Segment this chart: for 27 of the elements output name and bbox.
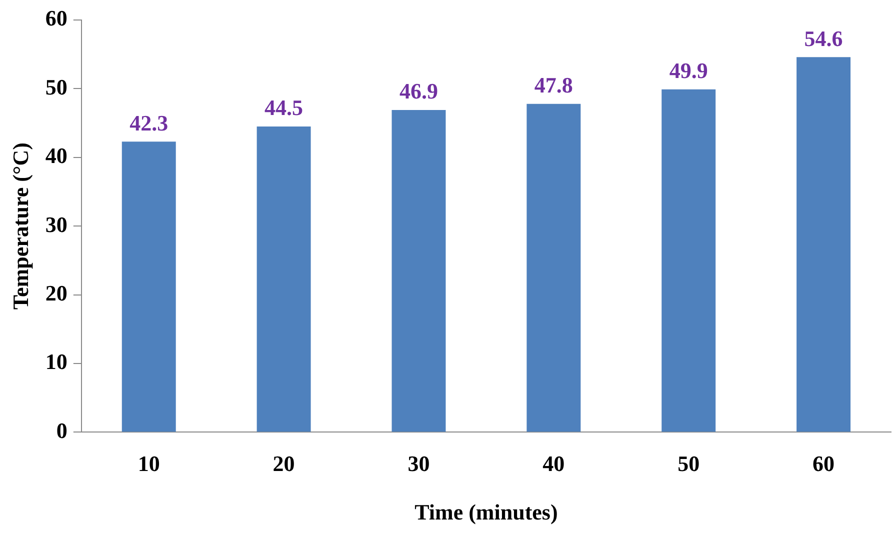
bar <box>256 126 311 432</box>
bar <box>796 57 851 432</box>
y-tick-label: 10 <box>45 349 68 374</box>
bar <box>392 110 446 432</box>
x-tick-label: 20 <box>272 451 295 476</box>
y-tick-label: 0 <box>56 418 68 443</box>
data-label: 42.3 <box>130 110 168 136</box>
bar <box>526 104 581 432</box>
bar <box>122 142 176 432</box>
data-label: 44.5 <box>264 95 304 120</box>
y-tick-label: 30 <box>45 212 68 237</box>
data-label: 46.9 <box>399 78 438 104</box>
y-tick-label: 20 <box>45 280 68 306</box>
x-tick-label: 40 <box>542 451 565 476</box>
data-label: 54.6 <box>804 26 843 51</box>
bar <box>662 89 716 432</box>
y-tick-label: 40 <box>45 143 68 168</box>
x-tick-label: 60 <box>812 451 835 476</box>
data-label: 47.8 <box>534 72 573 98</box>
x-tick-label: 10 <box>138 451 160 476</box>
y-axis-title: Temperature (°C) <box>8 142 33 310</box>
x-tick-label: 50 <box>678 451 700 476</box>
x-axis-title: Time (minutes) <box>414 499 558 524</box>
x-tick-label: 30 <box>408 451 430 476</box>
data-label: 49.9 <box>669 58 708 84</box>
y-tick-label: 50 <box>45 74 68 100</box>
y-tick-label: 60 <box>45 6 68 31</box>
